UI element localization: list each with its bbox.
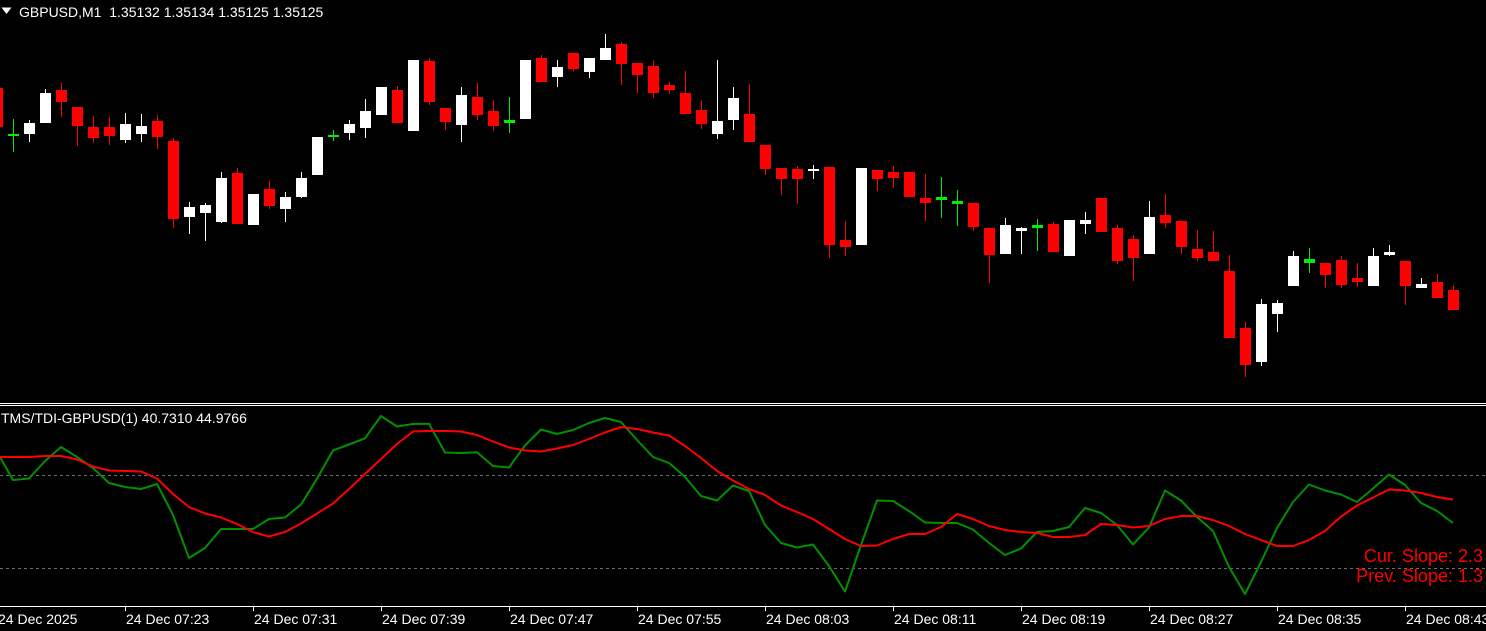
svg-text:24 Dec 07:39: 24 Dec 07:39: [382, 611, 465, 627]
svg-text:TMS/TDI-GBPUSD(1) 40.7310 44.9: TMS/TDI-GBPUSD(1) 40.7310 44.9766: [1, 410, 247, 426]
svg-text:Prev. Slope: 1.3: Prev. Slope: 1.3: [1356, 566, 1483, 586]
svg-text:24 Dec 07:31: 24 Dec 07:31: [254, 611, 337, 627]
svg-text:24 Dec 2025: 24 Dec 2025: [0, 611, 78, 627]
svg-text:24 Dec 08:35: 24 Dec 08:35: [1278, 611, 1361, 627]
svg-text:24 Dec 08:43: 24 Dec 08:43: [1406, 611, 1486, 627]
svg-text:24 Dec 07:47: 24 Dec 07:47: [510, 611, 593, 627]
svg-text:GBPUSD,M1 1.35132 1.35134 1.3: GBPUSD,M1 1.35132 1.35134 1.35125 1.3512…: [19, 4, 324, 20]
svg-text:24 Dec 07:55: 24 Dec 07:55: [638, 611, 721, 627]
svg-text:24 Dec 08:11: 24 Dec 08:11: [894, 611, 976, 627]
svg-text:24 Dec 08:27: 24 Dec 08:27: [1150, 611, 1233, 627]
svg-text:24 Dec 08:19: 24 Dec 08:19: [1022, 611, 1105, 627]
svg-text:24 Dec 07:23: 24 Dec 07:23: [126, 611, 209, 627]
svg-text:Cur. Slope: 2.3: Cur. Slope: 2.3: [1364, 546, 1483, 566]
svg-text:24 Dec 08:03: 24 Dec 08:03: [766, 611, 849, 627]
